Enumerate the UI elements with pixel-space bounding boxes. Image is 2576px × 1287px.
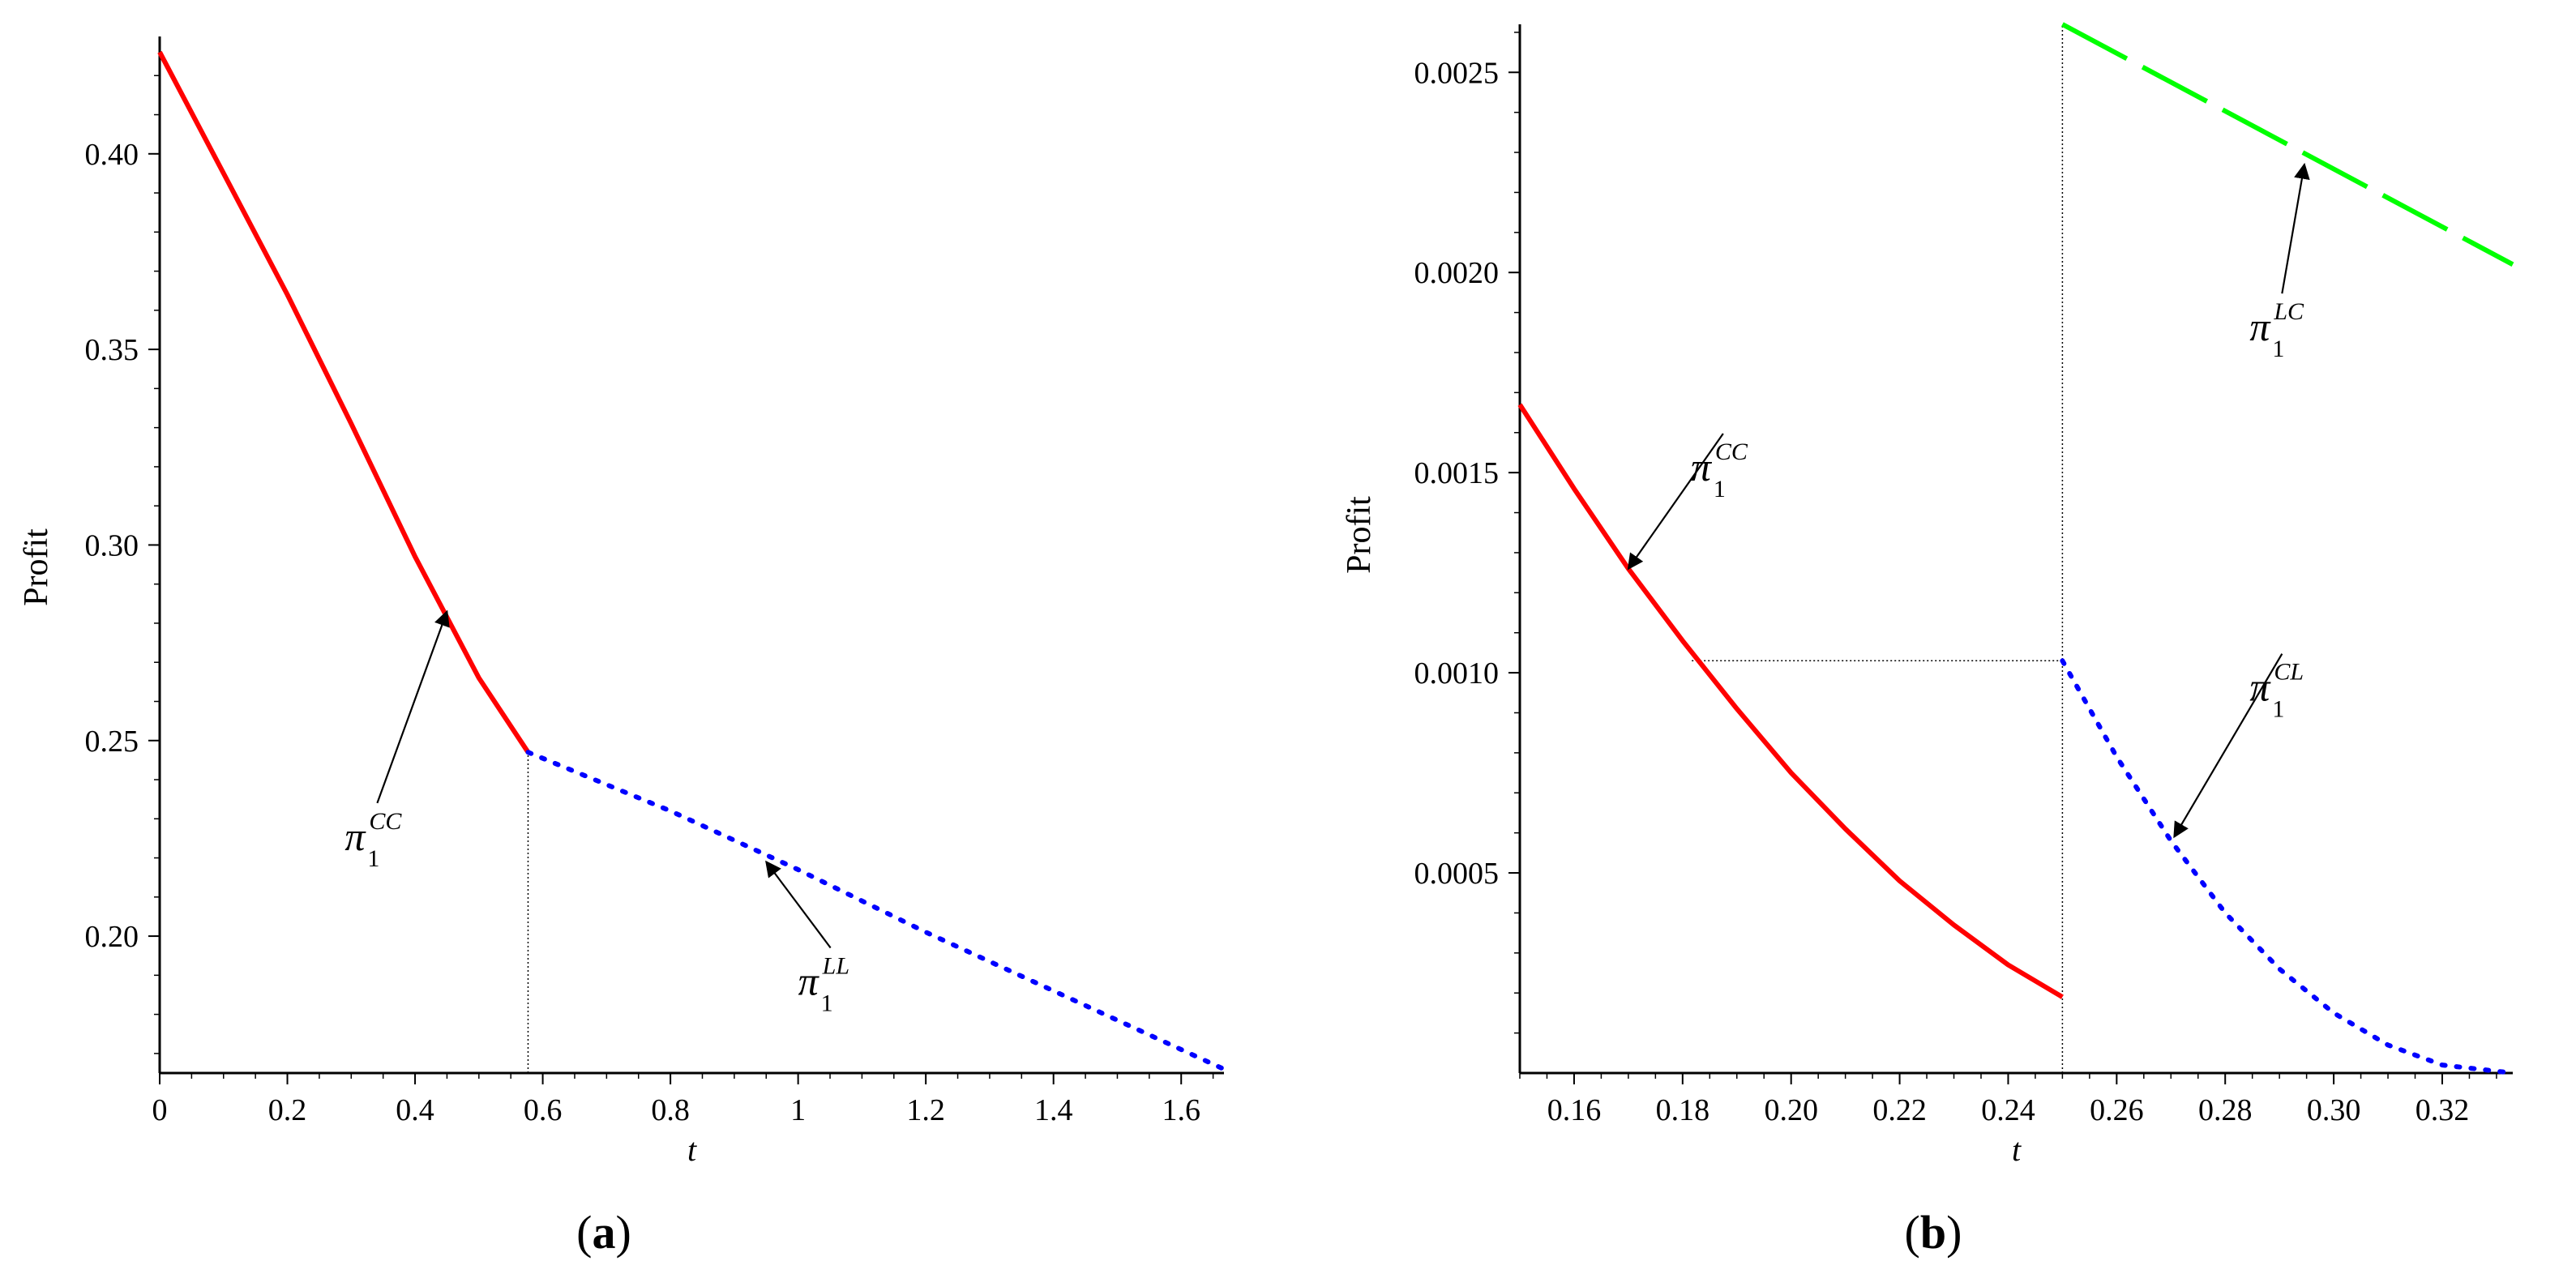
x-tick-label: 0.2: [268, 1093, 307, 1127]
panel-label: (a): [576, 1206, 631, 1259]
series-label-superscript: LC: [2273, 298, 2304, 325]
series-line-ll: [525, 750, 1226, 1072]
y-tick-label: 0.0015: [1414, 456, 1500, 490]
series-label-subscript: 1: [1714, 476, 1726, 502]
series-line-cl: [2060, 658, 2515, 1075]
series-label-superscript: CL: [2274, 659, 2304, 686]
x-tick-label: 0.4: [396, 1093, 434, 1127]
series-label-superscript: LL: [822, 952, 849, 979]
panel-label: (b): [1905, 1206, 1962, 1259]
series-label-subscript: 1: [2272, 696, 2284, 723]
x-tick-label: 0.6: [524, 1093, 563, 1127]
series-line-lc: [2060, 22, 2514, 267]
series-line-cc: [157, 50, 531, 754]
chart-panel-a: 0 0.2 0.4 0.6 0.8 1 1.2 1.4 1.6 0.20 0.25 0.30 0.35 0…: [18, 36, 1226, 1259]
annotation-arrow: [765, 860, 832, 949]
x-tick-label: 1.4: [1034, 1093, 1073, 1127]
y-tick-label: 0.0005: [1414, 857, 1500, 891]
series-label-symbol: π: [2249, 665, 2271, 710]
y-axis-title: Profit: [18, 528, 55, 606]
series-label-symbol: π: [344, 814, 366, 859]
y-tick-label: 0.40: [85, 138, 139, 172]
y-tick-label: 0.30: [85, 528, 139, 562]
x-tick-label: 0.22: [1872, 1093, 1927, 1127]
x-tick-label: 0.16: [1547, 1093, 1602, 1127]
series-line-cc: [1517, 403, 2064, 999]
y-tick-label: 0.0010: [1414, 656, 1500, 691]
series-label-subscript: 1: [2272, 336, 2284, 362]
x-tick-label: 1.2: [906, 1093, 945, 1127]
y-tick-label: 0.25: [85, 725, 139, 759]
annotation-arrow: [2173, 653, 2283, 839]
y-tick-label: 0.35: [85, 333, 139, 367]
x-tick-label: 1.6: [1162, 1093, 1200, 1127]
y-tick-label: 0.0025: [1414, 56, 1500, 90]
series-label-superscript: CC: [369, 808, 402, 835]
annotation-arrow: [2281, 162, 2310, 294]
y-tick-label: 0.0020: [1414, 256, 1500, 290]
x-tick-label: 0.28: [2198, 1093, 2253, 1127]
series-label-symbol: π: [2249, 304, 2271, 349]
x-axis-title: t: [2012, 1131, 2022, 1168]
x-axis-title: t: [687, 1131, 697, 1168]
annotation-arrow: [1627, 433, 1724, 571]
series-label-symbol: π: [1691, 444, 1713, 490]
annotation-arrow: [376, 609, 450, 804]
series-label-symbol: π: [798, 958, 820, 1003]
chart-panel-b: 0.16 0.18 0.20 0.22 0.24 0.26 0.28 0.30 0.32 0.00…: [1341, 22, 2515, 1259]
x-tick-label: 0.32: [2416, 1093, 2470, 1127]
x-tick-label: 1: [790, 1093, 806, 1127]
series-label-superscript: CC: [1715, 438, 1748, 465]
x-tick-label: 0.24: [1981, 1093, 2035, 1127]
y-axis-title: Profit: [1341, 496, 1378, 574]
x-tick-label: 0.8: [651, 1093, 690, 1127]
series-label-subscript: 1: [821, 990, 833, 1016]
x-tick-label: 0: [152, 1093, 168, 1127]
series-label-subscript: 1: [367, 845, 379, 872]
y-tick-label: 0.20: [85, 920, 139, 954]
x-tick-label: 0.26: [2090, 1093, 2144, 1127]
x-tick-label: 0.30: [2307, 1093, 2361, 1127]
x-tick-label: 0.18: [1656, 1093, 1710, 1127]
x-tick-label: 0.20: [1764, 1093, 1818, 1127]
